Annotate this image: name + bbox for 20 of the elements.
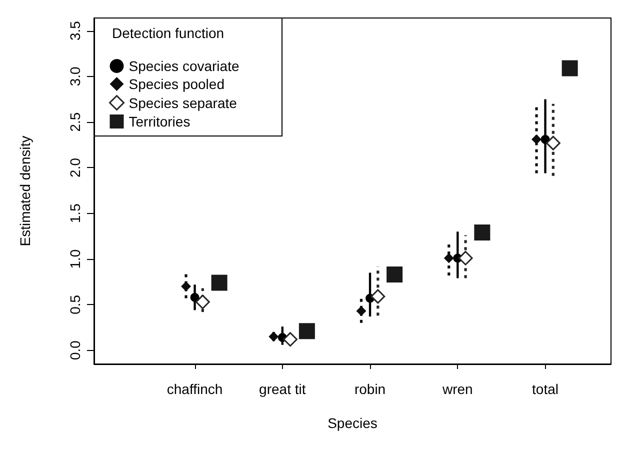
x-tick-label: wren xyxy=(441,381,473,397)
legend-label: Species pooled xyxy=(128,76,224,92)
legend-label: Species covariate xyxy=(128,58,240,74)
y-axis-title: Estimated density xyxy=(17,136,33,246)
y-tick-label: 0.5 xyxy=(67,294,83,314)
x-tick-label: total xyxy=(532,381,559,397)
y-tick-label: 3.5 xyxy=(67,20,83,41)
y-tick-label: 2.5 xyxy=(67,112,83,132)
y-tick-label: 1.0 xyxy=(67,249,83,269)
y-tick-label: 0.0 xyxy=(67,340,83,360)
x-tick-label: great tit xyxy=(259,381,306,397)
x-axis-title: Species xyxy=(328,415,378,431)
legend-label: Species separate xyxy=(128,94,238,111)
y-tick-label: 3.0 xyxy=(67,66,83,86)
x-tick-label: robin xyxy=(354,381,386,397)
y-tick-label: 2.0 xyxy=(67,158,83,178)
y-tick-label: 1.5 xyxy=(67,203,83,224)
x-tick-label: chaffinch xyxy=(166,381,223,397)
legend-label: Territories xyxy=(128,114,190,130)
legend-title: Detection function xyxy=(112,25,224,41)
